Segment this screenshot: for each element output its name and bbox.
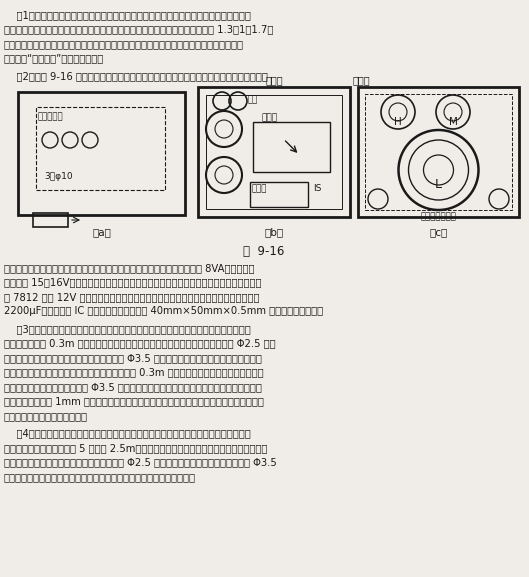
Text: （长）: （长）: [265, 75, 283, 85]
Bar: [253, 122, 330, 172]
Bar: [198, 87, 350, 217]
Text: 安装在一块厚度为 1mm 的胶合板上，再将它们对准音筱后板已对应打好的插孔位置，用木螺: 安装在一块厚度为 1mm 的胶合板上，再将它们对准音筱后板已对应打好的插孔位置，…: [4, 396, 264, 407]
Text: 功放板: 功放板: [261, 113, 277, 122]
Text: （2）如图 9-16 将功放电路安装在其中一只音筱内的侧板上，给功放板供电的电源变压器: （2）如图 9-16 将功放电路安装在其中一只音筱内的侧板上，给功放板供电的电源…: [4, 71, 268, 81]
Bar: [206, 95, 342, 209]
Text: 图  9-16: 图 9-16: [243, 245, 285, 258]
Text: 连接，分别用约 0.3m 长度的塑胶线把另一个声道的低音放大器两个输出端与一只 Φ2.5 插座: 连接，分别用约 0.3m 长度的塑胶线把另一个声道的低音放大器两个输出端与一只 …: [4, 339, 276, 349]
Text: IS: IS: [313, 184, 322, 193]
Text: 钉将其固定在音筱后板内壁上。: 钉将其固定在音筱后板内壁上。: [4, 411, 88, 421]
Text: M: M: [449, 117, 458, 127]
Text: （a）: （a）: [92, 227, 111, 237]
Text: （1）音筱采用半封闭、半倒相式结构，容积介于标准封闭式音筱容积与标准倒相式音筱: （1）音筱采用半封闭、半倒相式结构，容积介于标准封闭式音筱容积与标准倒相式音筱: [4, 10, 251, 20]
Text: 2200μF。三端稳压 IC 需另配一块尺寸不小于 40mm×50mm×0.5mm 的铝板作为散热器。: 2200μF。三端稳压 IC 需另配一块尺寸不小于 40mm×50mm×0.5m…: [4, 306, 323, 317]
Bar: [365, 94, 512, 210]
Text: （3）功放板上一个声道的三单元放大器输出端，直接用导线同筱内对应的三只扬声器相: （3）功放板上一个声道的三单元放大器输出端，直接用导线同筱内对应的三只扬声器相: [4, 324, 251, 334]
Text: 路 7812 构成 12V 输出的直流稳压电源。作为滤波储能作用的电容器，要求容量不小于: 路 7812 构成 12V 输出的直流稳压电源。作为滤波储能作用的电容器，要求容…: [4, 292, 260, 302]
Text: 输入信号端按照标准方式与一只 Φ3.5 立体声插座连接好。然后，把已焊好连线的三只插座先: 输入信号端按照标准方式与一只 Φ3.5 立体声插座连接好。然后，把已焊好连线的三…: [4, 382, 262, 392]
Text: 出电压为 15～16V。之后，再采用典型全波整流电路和全桥整流电路与一只三端稳压集成电: 出电压为 15～16V。之后，再采用典型全波整流电路和全桥整流电路与一只三端稳压…: [4, 278, 261, 287]
Bar: [36, 107, 165, 190]
Bar: [250, 182, 308, 207]
Text: 容积之间，且要求不很严格。只要筱体内长宽高三个尺寸不成互约关系，譭如为 1.3：1：1.7，: 容积之间，且要求不很严格。只要筱体内长宽高三个尺寸不成互约关系，譭如为 1.3：…: [4, 24, 273, 35]
Text: 3－φ10: 3－φ10: [44, 172, 72, 181]
Text: （b）: （b）: [264, 227, 284, 237]
Text: （4）另一只音筱内部不安装电路板，只须注意把中、高音扬声器的安装位置与另一只音: （4）另一只音筱内部不安装电路板，只须注意把中、高音扬声器的安装位置与另一只音: [4, 429, 251, 439]
Bar: [18, 92, 185, 215]
Bar: [358, 87, 519, 217]
Text: 倒相孔（两只）: 倒相孔（两只）: [421, 212, 457, 221]
Text: 音频调节旋: 音频调节旋: [38, 112, 63, 121]
Text: 声插座的公共插孔与电源负极相连接。再用一根约 0.3m 长的三芯屏蔽线把功放板左、右音频: 声插座的公共插孔与电源负极相连接。再用一根约 0.3m 长的三芯屏蔽线把功放板左…: [4, 368, 263, 377]
Text: 托置: 托置: [248, 95, 258, 104]
Text: H: H: [394, 117, 402, 127]
Text: 立体声插头。请注意在焊接扬声器连线的过程中不要把扬声器极性弄错。: 立体声插头。请注意在焊接扬声器连线的过程中不要把扬声器极性弄错。: [4, 472, 196, 482]
Bar: [33, 213, 68, 227]
Text: 相连接，把中、高音两个放大器输出端与一只 Φ3.5 立体声插座的两个动触头相连接，该立体: 相连接，把中、高音两个放大器输出端与一只 Φ3.5 立体声插座的两个动触头相连接…: [4, 353, 262, 363]
Text: 电源板: 电源板: [252, 184, 267, 193]
Text: 筱保持左右对称。然后，用 5 根长约 2.5m、编织在一起的塑胶线把该只音筱中的三只扬声器: 筱保持左右对称。然后，用 5 根长约 2.5m、编织在一起的塑胶线把该只音筱中的…: [4, 443, 267, 453]
Text: （宽）: （宽）: [353, 75, 371, 85]
Text: （c）: （c）: [430, 227, 448, 237]
Text: 与整流电路板安排在同一音筱内的底板上。所用的电源变压器容量不应低于 8VA，其次级输: 与整流电路板安排在同一音筱内的底板上。所用的电源变压器容量不应低于 8VA，其次…: [4, 263, 254, 273]
Text: 一般都可以按照实际使用的扬声器外形尺寸来自己确定整个筱体的结构尺寸。倒相孔直径也: 一般都可以按照实际使用的扬声器外形尺寸来自己确定整个筱体的结构尺寸。倒相孔直径也: [4, 39, 244, 49]
Text: 可以按照“美观要求”大致确定出来。: 可以按照“美观要求”大致确定出来。: [4, 54, 104, 63]
Text: L: L: [435, 178, 442, 191]
Text: 线引出筱外，分别在低音扬声器连线上接一只 Φ2.5 插头，在中、高扬声器连线上接一只 Φ3.5: 线引出筱外，分别在低音扬声器连线上接一只 Φ2.5 插头，在中、高扬声器连线上接…: [4, 458, 277, 467]
